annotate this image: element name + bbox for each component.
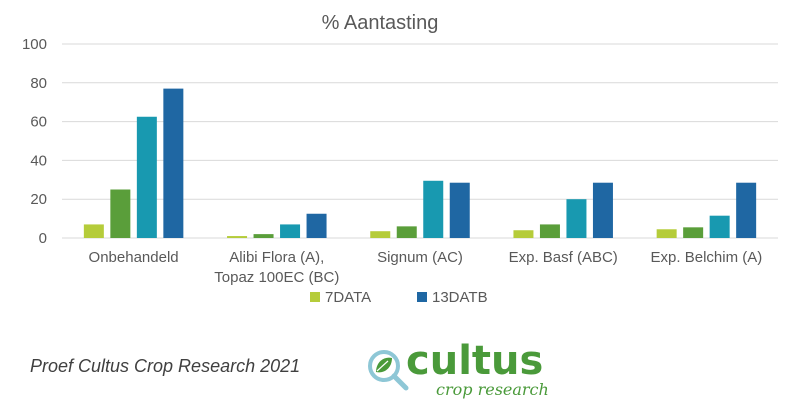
bar [449, 182, 470, 238]
legend: 7DATA 13DATB [310, 289, 488, 306]
chart-title: % Aantasting [322, 12, 439, 34]
bars [83, 88, 757, 239]
bar [709, 215, 730, 238]
x-tick-label: Exp. Belchim (A) [651, 249, 763, 266]
bar [110, 189, 131, 238]
footer-caption: Proef Cultus Crop Research 2021 [30, 356, 301, 376]
y-tick-label: 60 [30, 114, 47, 131]
y-axis-ticks: 0 20 40 60 80 100 [22, 36, 47, 247]
bar [370, 231, 391, 238]
x-tick-label: Topaz 100EC (BC) [214, 269, 339, 286]
logo-tagline: crop research [436, 380, 549, 399]
bar [253, 234, 274, 238]
bar [396, 226, 417, 238]
x-tick-label: Exp. Basf (ABC) [509, 249, 618, 266]
bar [513, 230, 534, 238]
y-tick-label: 100 [22, 36, 47, 53]
bar [423, 180, 444, 238]
logo-wordmark: cultus [406, 338, 544, 384]
legend-swatch [417, 292, 427, 302]
legend-label: 13DATB [432, 289, 488, 306]
bar [566, 199, 587, 238]
y-tick-label: 20 [30, 191, 47, 208]
bar [280, 224, 301, 238]
x-axis-labels: Onbehandeld Alibi Flora (A), Topaz 100EC (… [89, 249, 763, 286]
bar [736, 182, 757, 238]
bar-chart: % Aantasting 0 20 40 60 80 100 Onbehandeld Ali… [22, 12, 778, 306]
bar [539, 224, 560, 238]
magnifier-leaf-icon [368, 350, 409, 391]
legend-swatch [310, 292, 320, 302]
bar [83, 224, 104, 238]
bar [656, 229, 677, 238]
bar [227, 236, 248, 238]
cultus-logo: cultus crop research [366, 338, 566, 406]
bar [136, 116, 157, 238]
x-tick-label: Signum (AC) [377, 249, 463, 266]
y-tick-label: 0 [39, 230, 47, 247]
bar [306, 213, 327, 238]
x-tick-label: Alibi Flora (A), [229, 249, 324, 266]
bar [592, 182, 613, 238]
legend-label: 7DATA [325, 289, 371, 306]
bar [163, 88, 184, 239]
bar [683, 227, 704, 238]
x-tick-label: Onbehandeld [89, 249, 179, 266]
y-tick-label: 40 [30, 152, 47, 169]
y-tick-label: 80 [30, 75, 47, 92]
